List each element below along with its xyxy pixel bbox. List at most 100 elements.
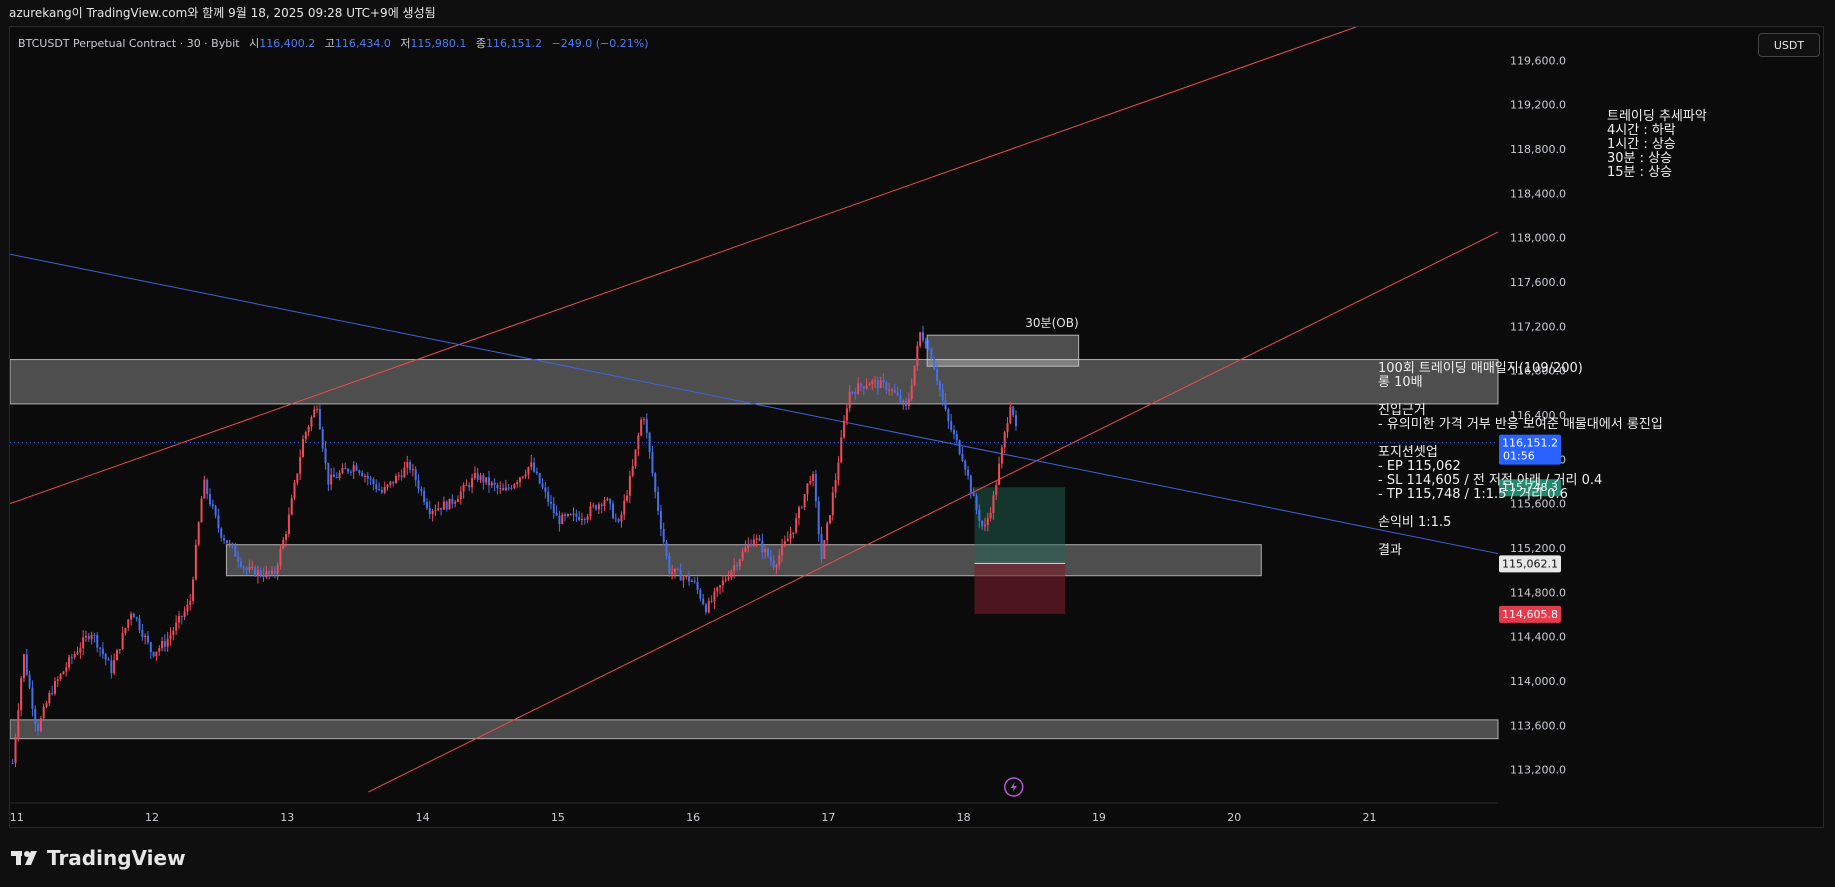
candle-body (865, 385, 868, 389)
candle-body (53, 681, 56, 694)
trend-note-line: 1시간 : 상승 (1607, 137, 1676, 152)
candle-body (876, 380, 879, 389)
loss-zone (974, 563, 1066, 614)
candle-body (969, 475, 972, 493)
candle-body (626, 495, 629, 501)
candle-body (752, 539, 755, 546)
candle-body (662, 528, 665, 543)
symbol-name[interactable]: BTCUSDT Perpetual Contract · 30 · Bybit (18, 37, 240, 50)
candle-body (623, 500, 626, 515)
symbol-legend[interactable]: BTCUSDT Perpetual Contract · 30 · Bybit … (18, 35, 648, 51)
candle-body (417, 480, 420, 489)
candle-body (437, 507, 440, 511)
y-tick-label: 118,400.0 (1510, 187, 1566, 200)
zone-label: 30분(OB) (1025, 316, 1078, 330)
price-label-target (1499, 479, 1561, 497)
candle-body (445, 501, 448, 510)
candle-body (989, 512, 992, 519)
candle-body (344, 468, 347, 470)
candle-body (936, 369, 939, 382)
x-tick-label: 17 (821, 811, 835, 824)
candle-body (671, 572, 674, 574)
open-label: 시 (249, 37, 260, 50)
candle-body (290, 498, 293, 515)
x-tick-label: 21 (1362, 811, 1376, 824)
candle-body (56, 679, 59, 682)
y-tick-label: 119,200.0 (1510, 99, 1566, 112)
candle-body (392, 481, 395, 484)
high-label: 고 (324, 37, 335, 50)
candle-body (595, 505, 598, 510)
y-tick-label: 113,200.0 (1510, 764, 1566, 777)
candle-body (676, 568, 679, 570)
candle-body (905, 400, 908, 406)
candle-body (282, 539, 285, 549)
candle-body (121, 633, 124, 650)
candle-body (781, 545, 784, 556)
candle-body (817, 501, 820, 535)
candle-body (68, 657, 71, 668)
candle-body (96, 635, 99, 648)
candle-body (885, 382, 888, 391)
chart-pane[interactable]: 30분(OB) 11 12 13 14 15 16 17 18 19 20 21 113,200.0 11… (9, 26, 1824, 828)
price-label-text-last: 116,151.2 (1502, 437, 1558, 450)
candle-body (155, 651, 158, 657)
open-value: 116,400.2 (259, 37, 316, 50)
currency-button[interactable]: USDT (1758, 33, 1820, 57)
candle-body (485, 477, 488, 483)
price-chart[interactable]: 30분(OB) 11 12 13 14 15 16 17 18 19 20 21 113,200.0 11… (10, 27, 1824, 828)
zone-3 (10, 719, 1499, 740)
candle-body (713, 591, 716, 602)
candle-body (203, 479, 206, 499)
candle-body (820, 534, 823, 559)
price-label-stop (1499, 605, 1561, 623)
journal-line: 롱 10배 (1378, 375, 1423, 390)
candle-body (158, 648, 161, 652)
candle-body (194, 544, 197, 580)
candle-body (710, 600, 713, 602)
candle-body (510, 487, 513, 489)
candle-body (859, 383, 862, 387)
candle-body (535, 471, 538, 474)
candle-body (386, 484, 389, 488)
candle-body (879, 380, 882, 389)
candle-body (913, 365, 916, 386)
candle-body (668, 556, 671, 574)
candle-body (795, 518, 798, 533)
candle-body (665, 542, 668, 557)
y-tick-label: 115,200.0 (1510, 542, 1566, 555)
candle-body (380, 489, 383, 493)
candle-body (471, 478, 474, 488)
candle-body (640, 419, 643, 436)
candle-body (592, 505, 595, 507)
candle-body (431, 510, 434, 515)
candle-body (172, 630, 175, 635)
candle-body (750, 543, 753, 546)
journal-line: 손익비 1:1.5 (1378, 515, 1451, 530)
candle-body (845, 408, 848, 421)
y-tick-label: 114,800.0 (1510, 586, 1566, 599)
candle-body (688, 575, 691, 582)
candle-body (507, 487, 510, 489)
candle-body (637, 435, 640, 450)
candle-body (575, 513, 578, 517)
candle-body (454, 501, 457, 504)
candle-body (434, 510, 437, 512)
candle-body (809, 480, 812, 484)
candle-body (620, 514, 623, 522)
candle-body (696, 581, 699, 590)
candle-body (778, 555, 781, 566)
candle-body (921, 332, 924, 341)
candle-body (341, 468, 344, 474)
candle-body (580, 519, 583, 521)
candle-body (279, 548, 282, 566)
candle-body (772, 560, 775, 568)
candle-body (631, 466, 634, 476)
tradingview-logo[interactable]: TradingView (11, 846, 186, 870)
candle-body (84, 635, 87, 638)
candle-body (899, 395, 902, 403)
candle-body (561, 514, 564, 525)
candle-body (406, 462, 409, 468)
candle-body (223, 537, 226, 541)
candle-body (152, 652, 155, 657)
